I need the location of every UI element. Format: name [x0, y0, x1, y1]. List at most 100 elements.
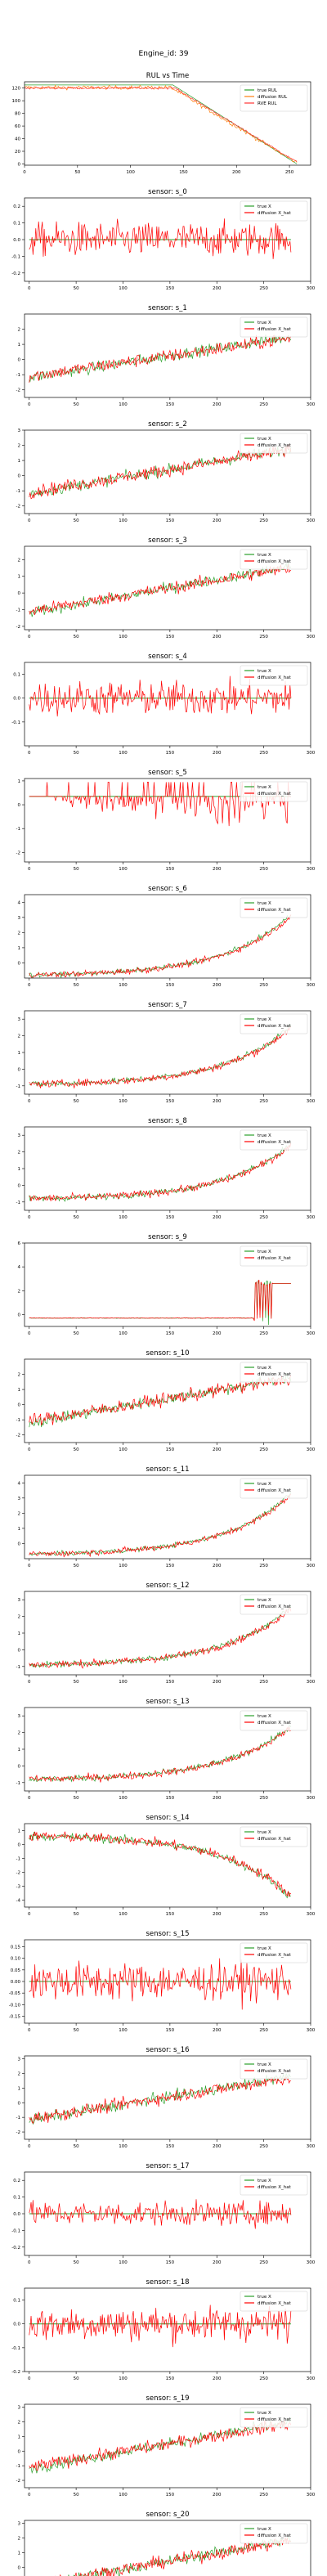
x-tick-label: 100 [119, 2028, 128, 2033]
legend-box [240, 2407, 308, 2428]
y-tick-label: -2 [16, 850, 20, 855]
legend-label: true X [258, 1017, 271, 1022]
x-tick-label: 200 [213, 518, 222, 523]
x-tick-label: 200 [213, 1331, 222, 1336]
subplot-3: sensor: s_2 0 50 100 150 200 250 300 -2 -1 0 1 2 3 tru… [16, 420, 316, 523]
subplot-title: sensor: s_10 [146, 1349, 189, 1358]
x-tick-label: 200 [213, 1796, 222, 1801]
y-tick-label: 0 [18, 961, 21, 966]
series-line-1 [29, 1607, 292, 1669]
y-tick-label: 0 [18, 2449, 21, 2454]
y-tick-label: 2 [18, 1034, 21, 1039]
y-tick-label: -2 [16, 625, 20, 630]
series-line-0 [29, 2072, 292, 2125]
x-tick-label: 0 [28, 1680, 31, 1685]
legend-box [240, 1129, 308, 1151]
x-tick-label: 100 [119, 1680, 128, 1685]
x-tick-label: 300 [307, 1680, 316, 1685]
subplot-4: sensor: s_3 0 50 100 150 200 250 300 -2 -1 0 1 2 true… [16, 536, 316, 640]
series-line-1 [29, 1493, 292, 1558]
x-tick-label: 300 [307, 2376, 316, 2381]
y-tick-label: 3 [18, 1017, 21, 1022]
legend-label: diffusion X_hat [258, 327, 292, 332]
subplot-16: sensor: s_15 0 50 100 150 200 250 300 -0.15 -0.10… [9, 1930, 316, 2033]
series-line-1 [29, 1375, 292, 1425]
legend-label: true X [258, 1598, 271, 1603]
legend-label: true X [258, 321, 271, 325]
subplot-title: sensor: s_14 [146, 1814, 189, 1822]
x-tick-label: 50 [74, 518, 79, 523]
plot-frame [24, 2287, 311, 2372]
subplot-title: sensor: s_3 [148, 536, 187, 545]
plot-frame [24, 2403, 311, 2488]
series-line-1 [29, 218, 292, 259]
x-tick-label: 250 [259, 751, 268, 756]
series-line-1 [29, 564, 292, 616]
subplot-14: sensor: s_13 0 50 100 150 200 250 300 -1 0 1 2 3 true… [16, 1698, 316, 1801]
subplot-title: sensor: s_18 [146, 2278, 189, 2287]
x-tick-label: 0 [28, 1331, 31, 1336]
y-tick-label: 2 [18, 444, 21, 449]
subplot-title: RUL vs Time [146, 72, 190, 80]
x-tick-label: 50 [74, 286, 79, 291]
legend-box [240, 1594, 308, 1615]
series-line-1 [29, 1831, 292, 1897]
legend-box [240, 316, 308, 338]
y-tick-label: 4 [18, 1265, 21, 1270]
x-tick-label: 300 [307, 867, 316, 872]
y-tick-label: -1 [16, 1200, 20, 1205]
x-tick-label: 200 [213, 1912, 222, 1917]
legend-label: diffusion X_hat [258, 1372, 292, 1377]
legend-label: diffusion X_hat [258, 1488, 292, 1493]
x-tick-label: 250 [259, 1564, 268, 1568]
series-line-1 [29, 443, 292, 500]
x-tick-label: 250 [259, 1680, 268, 1685]
x-tick-label: 250 [259, 2144, 268, 2149]
x-tick-label: 0 [28, 1564, 31, 1568]
x-tick-label: 200 [213, 983, 222, 988]
x-tick-label: 150 [166, 2376, 175, 2381]
x-tick-label: 50 [74, 751, 79, 756]
y-tick-label: 0 [18, 803, 21, 808]
series-line-0 [29, 1725, 292, 1783]
x-tick-label: 300 [307, 1215, 316, 1220]
x-tick-label: 200 [213, 402, 222, 407]
y-tick-label: 0.2 [13, 2179, 20, 2183]
x-tick-label: 50 [74, 1564, 79, 1568]
legend-label: diffusion X_hat [258, 675, 292, 680]
legend-box [240, 1478, 308, 1499]
plot-frame [24, 894, 311, 979]
x-tick-label: 50 [74, 2144, 79, 2149]
y-tick-label: 3 [18, 1598, 21, 1603]
plot-frame [24, 2055, 311, 2140]
y-tick-label: -0.2 [11, 272, 20, 276]
y-tick-label: 3 [18, 2522, 21, 2527]
y-tick-label: 0.15 [11, 1945, 21, 1950]
y-tick-label: 3 [18, 2058, 21, 2062]
plot-frame [24, 1358, 311, 1443]
y-tick-label: -3 [16, 1885, 21, 1890]
legend-label: true X [258, 1250, 271, 1254]
y-tick-label: 2 [18, 1151, 21, 1156]
x-tick-label: 200 [213, 2260, 222, 2265]
x-tick-label: 300 [307, 635, 316, 640]
y-tick-label: -2 [16, 2130, 20, 2135]
x-tick-label: 0 [28, 635, 31, 640]
x-tick-label: 250 [285, 170, 294, 175]
y-tick-label: -1 [16, 2116, 20, 2120]
x-tick-label: 150 [166, 402, 175, 407]
y-tick-label: 0 [18, 474, 21, 479]
y-tick-label: -1 [16, 1418, 20, 1423]
legend-box [240, 200, 308, 222]
x-tick-label: 300 [307, 2144, 316, 2149]
y-tick-label: 20 [15, 150, 20, 155]
subplot-9: sensor: s_8 0 50 100 150 200 250 300 -1 0 1 2 3 true … [16, 1117, 316, 1220]
y-tick-label: 0.1 [13, 2196, 20, 2201]
